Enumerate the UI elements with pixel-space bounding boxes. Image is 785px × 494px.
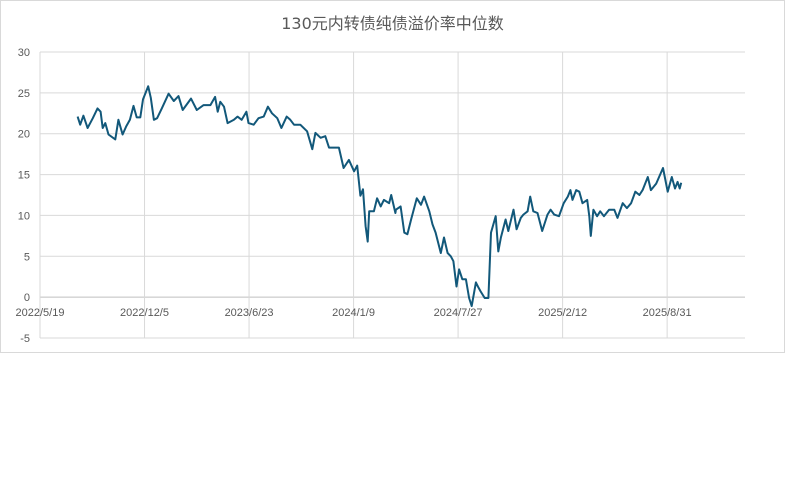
gridlines	[39, 51, 745, 339]
y-tick-label: 30	[18, 47, 30, 59]
y-tick-label: 25	[18, 88, 30, 100]
series-line	[76, 85, 683, 308]
chart-title: 130元内转债纯债溢价率中位数	[281, 14, 504, 33]
y-tick-label: 0	[24, 292, 30, 304]
x-axis-ticks: 2022/5/19 2022/12/5 2023/6/23 2024/1/9 2024/…	[16, 307, 692, 319]
y-tick-label: 15	[18, 170, 30, 182]
y-tick-label: 10	[18, 210, 30, 222]
x-tick-label: 2022/5/19	[16, 307, 65, 319]
y-axis-ticks: -5 0 5 10 15 20 25 30	[18, 47, 30, 345]
x-tick-label: 2025/2/12	[538, 307, 587, 319]
x-tick-label: 2024/1/9	[332, 307, 375, 319]
x-tick-label: 2025/8/31	[643, 307, 692, 319]
chart-area	[0, 0, 785, 353]
x-tick-label: 2024/7/27	[434, 307, 483, 319]
y-tick-label: 20	[18, 129, 30, 141]
y-tick-label: -5	[20, 333, 30, 345]
y-tick-label: 5	[24, 251, 30, 263]
x-tick-label: 2022/12/5	[120, 307, 169, 319]
x-tick-label: 2023/6/23	[225, 307, 274, 319]
